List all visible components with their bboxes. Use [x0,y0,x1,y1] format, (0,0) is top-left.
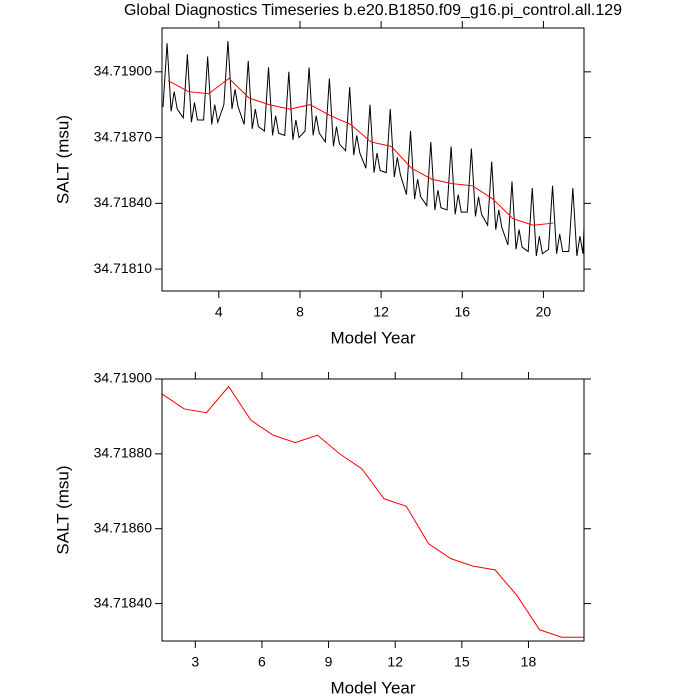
y-tick-label: 34.71870 [94,128,153,144]
x-tick-label: 6 [258,654,266,670]
x-tick-label: 4 [215,304,223,320]
y-tick-label: 34.71860 [94,519,153,535]
y-axis-label: SALT (msu) [53,465,72,554]
y-tick-label: 34.71840 [94,194,153,210]
plot-frame [161,378,585,642]
chart-title: Global Diagnostics Timeseries b.e20.B185… [124,2,622,19]
y-tick-label: 34.71900 [94,63,153,79]
y-tick-label: 34.71810 [94,260,153,276]
x-tick-label: 9 [325,654,333,670]
y-axis-label: SALT (msu) [53,115,72,204]
x-tick-label: 15 [454,654,470,670]
y-tick-label: 34.71900 [94,370,153,386]
y-tick-label: 34.71840 [94,594,153,610]
x-tick-label: 16 [454,304,470,320]
data-line [161,385,584,638]
x-tick-label: 12 [387,654,403,670]
x-tick-label: 3 [191,654,199,670]
x-tick-label: 20 [536,304,552,320]
x-axis-label: Model Year [330,678,415,697]
x-axis-label: Model Year [330,328,415,347]
x-tick-label: 8 [296,304,304,320]
x-tick-label: 12 [373,304,389,320]
data-line [162,41,585,257]
data-line [167,77,554,226]
plot-frame [161,27,585,292]
y-tick-label: 34.71880 [94,445,153,461]
x-tick-label: 18 [521,654,537,670]
